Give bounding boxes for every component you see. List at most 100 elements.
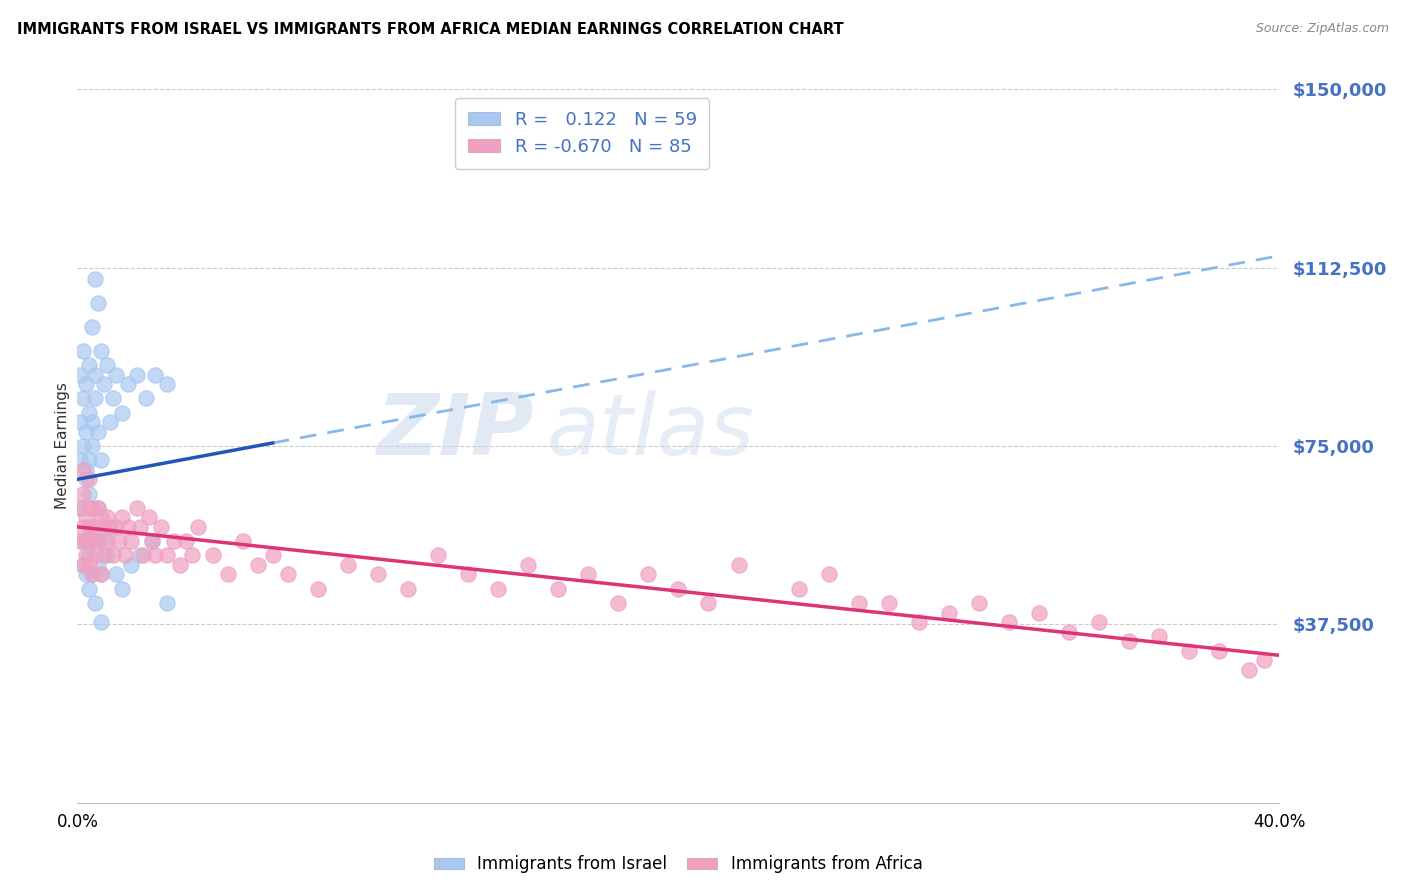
Point <box>111 510 134 524</box>
Point <box>87 534 110 549</box>
Point <box>607 596 630 610</box>
Point <box>145 549 167 563</box>
Point <box>100 415 122 429</box>
Point <box>72 486 94 500</box>
Point <box>100 520 122 534</box>
Point <box>156 377 179 392</box>
Point <box>90 453 112 467</box>
Point <box>69 534 91 549</box>
Point <box>576 567 599 582</box>
Point <box>82 520 104 534</box>
Point <box>132 549 155 563</box>
Point <box>135 392 157 406</box>
Point <box>69 415 91 429</box>
Point <box>1028 606 1050 620</box>
Point <box>75 472 97 486</box>
Point <box>186 520 209 534</box>
Point <box>69 368 91 382</box>
Point <box>117 520 139 534</box>
Point <box>150 520 173 534</box>
Point <box>105 567 128 582</box>
Point <box>82 534 104 549</box>
Point <box>111 582 134 596</box>
Point <box>72 558 94 572</box>
Point <box>547 582 569 596</box>
Point <box>93 534 115 549</box>
Point <box>396 582 419 596</box>
Point <box>517 558 540 572</box>
Point <box>103 549 125 563</box>
Point <box>90 567 112 582</box>
Point <box>75 377 97 392</box>
Point <box>75 534 97 549</box>
Point <box>69 500 91 515</box>
Point <box>96 510 118 524</box>
Point <box>82 500 104 515</box>
Point <box>129 520 152 534</box>
Point <box>72 439 94 453</box>
Point <box>79 549 101 563</box>
Point <box>84 272 107 286</box>
Point <box>1118 634 1140 648</box>
Point <box>787 582 810 596</box>
Point <box>79 453 101 467</box>
Point <box>637 567 659 582</box>
Point <box>84 392 107 406</box>
Point <box>427 549 450 563</box>
Point <box>111 406 134 420</box>
Point <box>75 510 97 524</box>
Point <box>72 392 94 406</box>
Point <box>72 343 94 358</box>
Point <box>817 567 839 582</box>
Point <box>138 510 160 524</box>
Point <box>84 368 107 382</box>
Point <box>82 415 104 429</box>
Point <box>108 534 131 549</box>
Point <box>277 567 299 582</box>
Point <box>120 534 142 549</box>
Point <box>174 534 197 549</box>
Point <box>908 615 931 629</box>
Point <box>141 534 163 549</box>
Point <box>79 486 101 500</box>
Point <box>1208 643 1230 657</box>
Point <box>156 549 179 563</box>
Point <box>145 368 167 382</box>
Point <box>84 534 107 549</box>
Point <box>141 534 163 549</box>
Point <box>87 500 110 515</box>
Point <box>967 596 990 610</box>
Point <box>1149 629 1171 643</box>
Point <box>162 534 184 549</box>
Point <box>117 377 139 392</box>
Point <box>87 500 110 515</box>
Point <box>84 549 107 563</box>
Point <box>129 549 152 563</box>
Point <box>1178 643 1201 657</box>
Point <box>79 472 101 486</box>
Point <box>79 500 101 515</box>
Point <box>75 534 97 549</box>
Point <box>998 615 1021 629</box>
Point <box>75 463 97 477</box>
Point <box>75 567 97 582</box>
Point <box>217 567 239 582</box>
Point <box>72 520 94 534</box>
Point <box>79 406 101 420</box>
Point <box>93 377 115 392</box>
Point <box>457 567 479 582</box>
Point <box>90 567 112 582</box>
Point <box>87 558 110 572</box>
Text: Source: ZipAtlas.com: Source: ZipAtlas.com <box>1256 22 1389 36</box>
Point <box>156 596 179 610</box>
Point <box>307 582 329 596</box>
Point <box>79 520 101 534</box>
Point <box>180 549 202 563</box>
Point <box>336 558 359 572</box>
Point <box>72 558 94 572</box>
Point <box>84 596 107 610</box>
Text: IMMIGRANTS FROM ISRAEL VS IMMIGRANTS FROM AFRICA MEDIAN EARNINGS CORRELATION CHA: IMMIGRANTS FROM ISRAEL VS IMMIGRANTS FRO… <box>17 22 844 37</box>
Point <box>1057 624 1080 639</box>
Point <box>232 534 254 549</box>
Point <box>87 425 110 439</box>
